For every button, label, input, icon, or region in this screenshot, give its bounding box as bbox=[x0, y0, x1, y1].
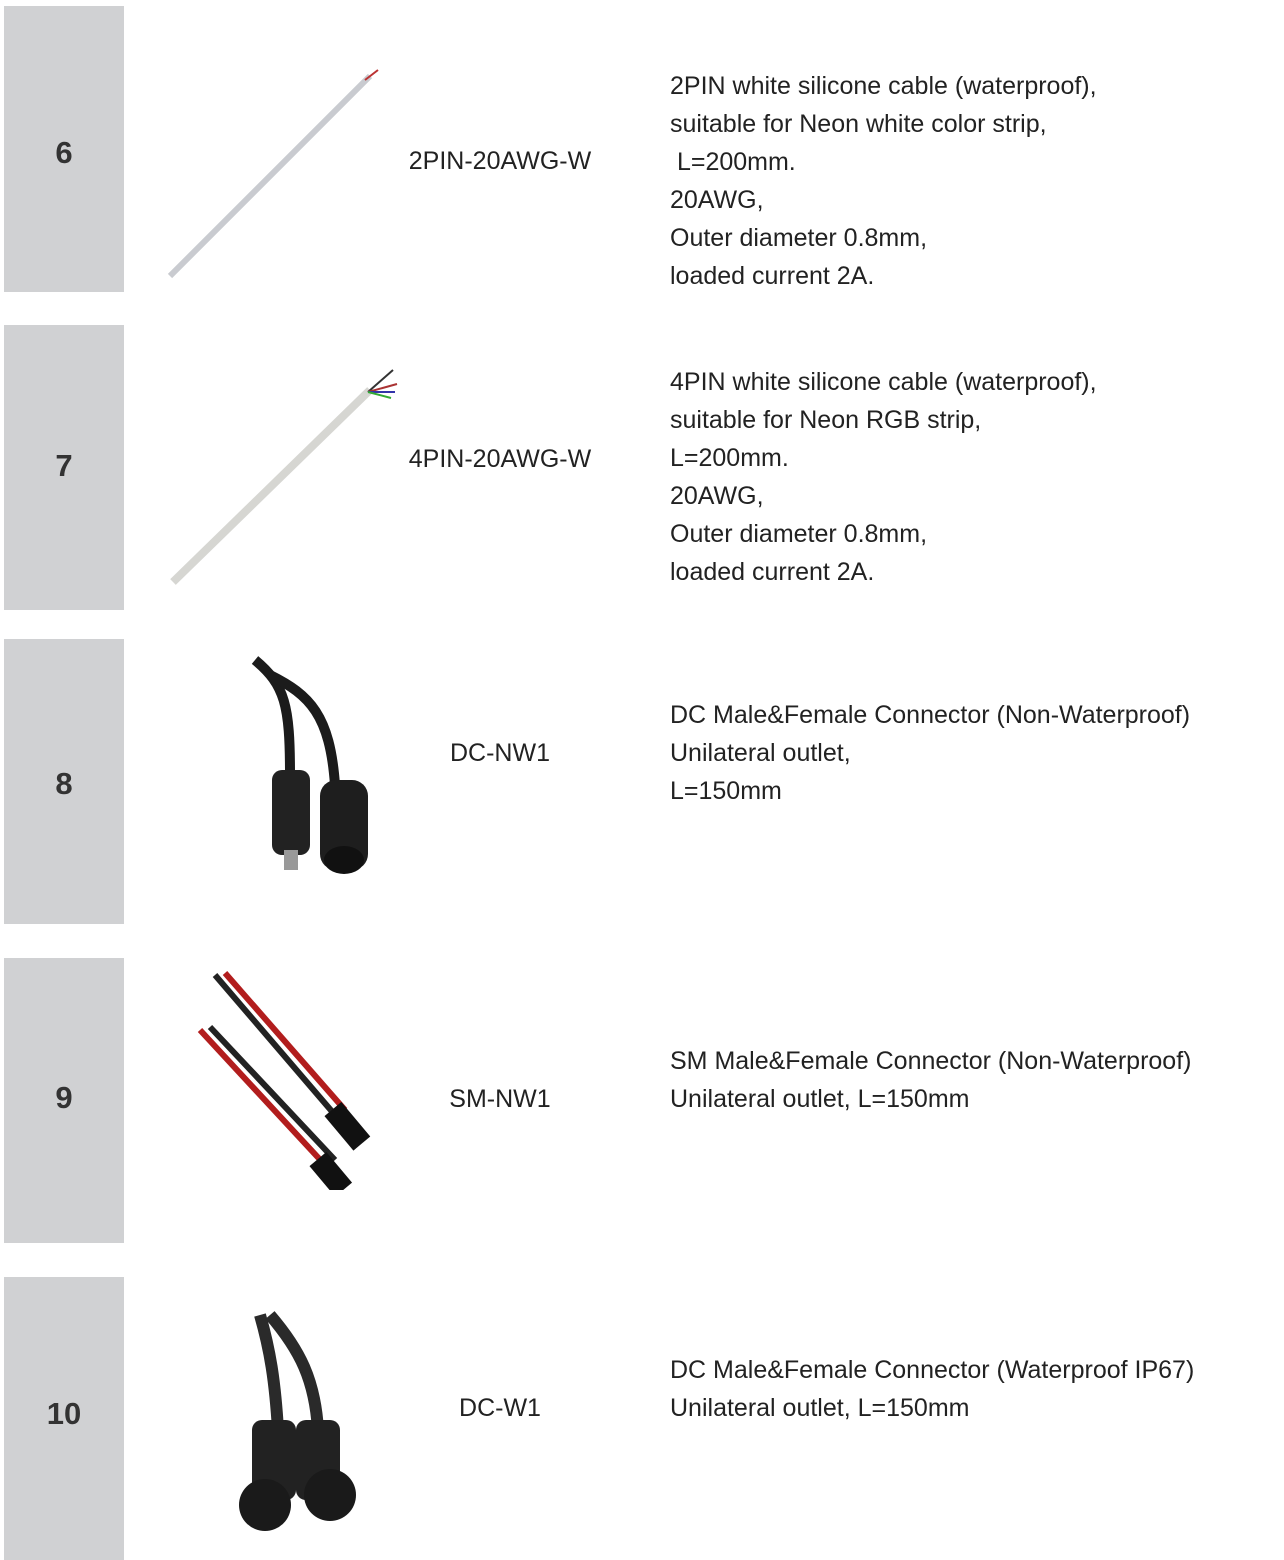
cable-image bbox=[170, 369, 398, 585]
description-line: L=200mm. bbox=[670, 148, 796, 176]
item-code: DC-NW1 bbox=[450, 739, 550, 767]
cable-image bbox=[167, 69, 379, 279]
description-line: Outer diameter 0.8mm, bbox=[670, 520, 928, 548]
item-code: SM-NW1 bbox=[449, 1085, 551, 1113]
description-line: loaded current 2A. bbox=[670, 262, 875, 290]
number-box bbox=[4, 958, 124, 1243]
item-number: 10 bbox=[46, 1396, 82, 1431]
description-line: suitable for Neon RGB strip, bbox=[670, 406, 982, 434]
description-line: Unilateral outlet, L=150mm bbox=[670, 1394, 970, 1422]
number-box bbox=[4, 1277, 124, 1560]
item-code: 4PIN-20AWG-W bbox=[408, 445, 592, 473]
description-line: DC Male&Female Connector (Non-Waterproof… bbox=[670, 701, 1191, 729]
description-line: Outer diameter 0.8mm, bbox=[670, 224, 928, 252]
item-number: 7 bbox=[55, 448, 73, 483]
description-line: loaded current 2A. bbox=[670, 558, 875, 586]
description-line: SM Male&Female Connector (Non-Waterproof… bbox=[670, 1047, 1192, 1075]
description-line: L=200mm. bbox=[670, 444, 789, 472]
description-line: 20AWG, bbox=[670, 482, 764, 510]
number-box bbox=[4, 639, 124, 924]
number-box bbox=[4, 6, 124, 292]
item-number: 6 bbox=[55, 135, 73, 170]
description-line: 2PIN white silicone cable (waterproof), bbox=[670, 72, 1097, 100]
item-number: 8 bbox=[55, 766, 73, 801]
connector-image bbox=[251, 656, 368, 874]
connector-image bbox=[239, 1311, 356, 1531]
item-number: 9 bbox=[55, 1080, 73, 1115]
number-box bbox=[4, 325, 124, 610]
item-code: 2PIN-20AWG-W bbox=[408, 147, 592, 175]
description-line: L=150mm bbox=[670, 777, 782, 805]
description-line: Unilateral outlet, bbox=[670, 739, 851, 767]
description-line: suitable for Neon white color strip, bbox=[670, 110, 1047, 138]
description-line: 4PIN white silicone cable (waterproof), bbox=[670, 368, 1097, 396]
description-line: 20AWG, bbox=[670, 186, 764, 214]
connector-image bbox=[197, 971, 371, 1190]
description-line: Unilateral outlet, L=150mm bbox=[670, 1085, 970, 1113]
description-line: DC Male&Female Connector (Waterproof IP6… bbox=[670, 1356, 1195, 1384]
item-code: DC-W1 bbox=[459, 1394, 541, 1422]
